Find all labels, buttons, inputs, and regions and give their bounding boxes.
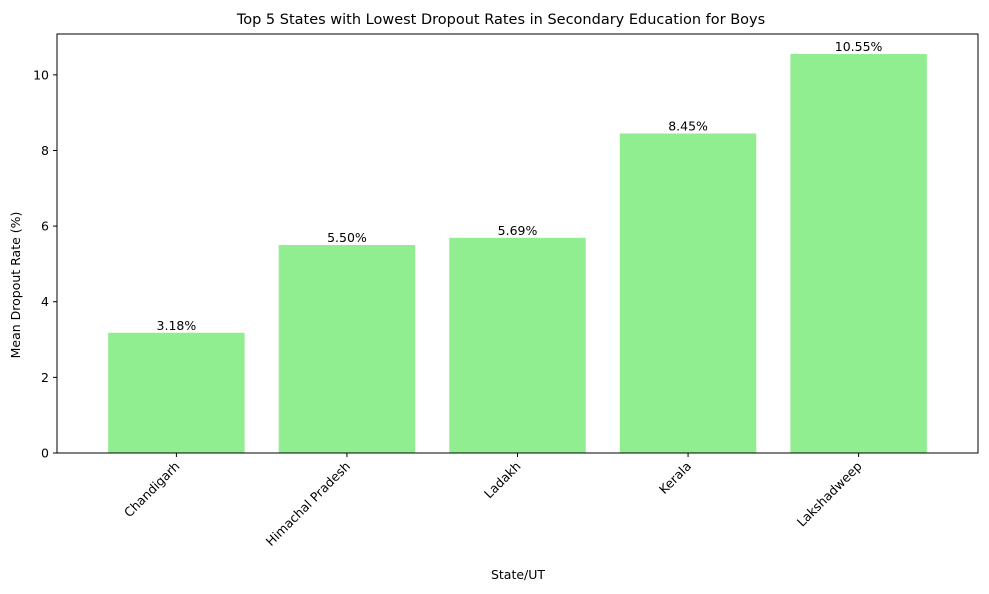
y-tick-label: 0 xyxy=(41,446,49,461)
plot-area: 3.18% 5.50% 5.69% 8.45% 10.55% 0 2 4 6 8 10 Chandig… xyxy=(33,33,979,549)
bar-value-label: 5.69% xyxy=(498,223,538,238)
bar-chandigarh xyxy=(108,332,245,453)
bar-ladakh xyxy=(449,237,586,453)
y-axis-label: Mean Dropout Rate (%) xyxy=(8,212,23,359)
y-tick-label: 8 xyxy=(41,143,49,158)
bar-lakshadweep xyxy=(790,54,927,453)
bar-value-label: 3.18% xyxy=(157,318,197,333)
y-tick-label: 10 xyxy=(33,67,49,82)
y-tick-label: 2 xyxy=(41,370,49,385)
x-tick-label: Chandigarh xyxy=(121,459,183,521)
bar-value-label: 5.50% xyxy=(327,230,367,245)
bar-kerala xyxy=(619,133,757,453)
bar-value-label: 10.55% xyxy=(835,39,883,54)
x-tick-label: Lakshadweep xyxy=(794,458,865,529)
y-tick-label: 4 xyxy=(41,294,49,309)
bar-value-label: 8.45% xyxy=(668,118,708,133)
x-tick-label: Kerala xyxy=(656,459,694,497)
x-axis-label: State/UT xyxy=(491,567,545,582)
bar-himachal-pradesh xyxy=(278,245,416,453)
x-tick-label: Himachal Pradesh xyxy=(263,459,353,549)
chart-title: Top 5 States with Lowest Dropout Rates i… xyxy=(236,12,765,28)
x-tick-label: Ladakh xyxy=(481,459,524,502)
y-tick-label: 6 xyxy=(41,219,49,234)
